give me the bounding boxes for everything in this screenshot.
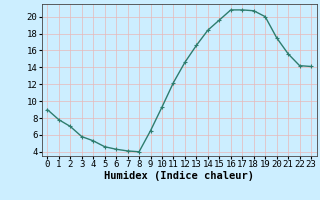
X-axis label: Humidex (Indice chaleur): Humidex (Indice chaleur) — [104, 171, 254, 181]
